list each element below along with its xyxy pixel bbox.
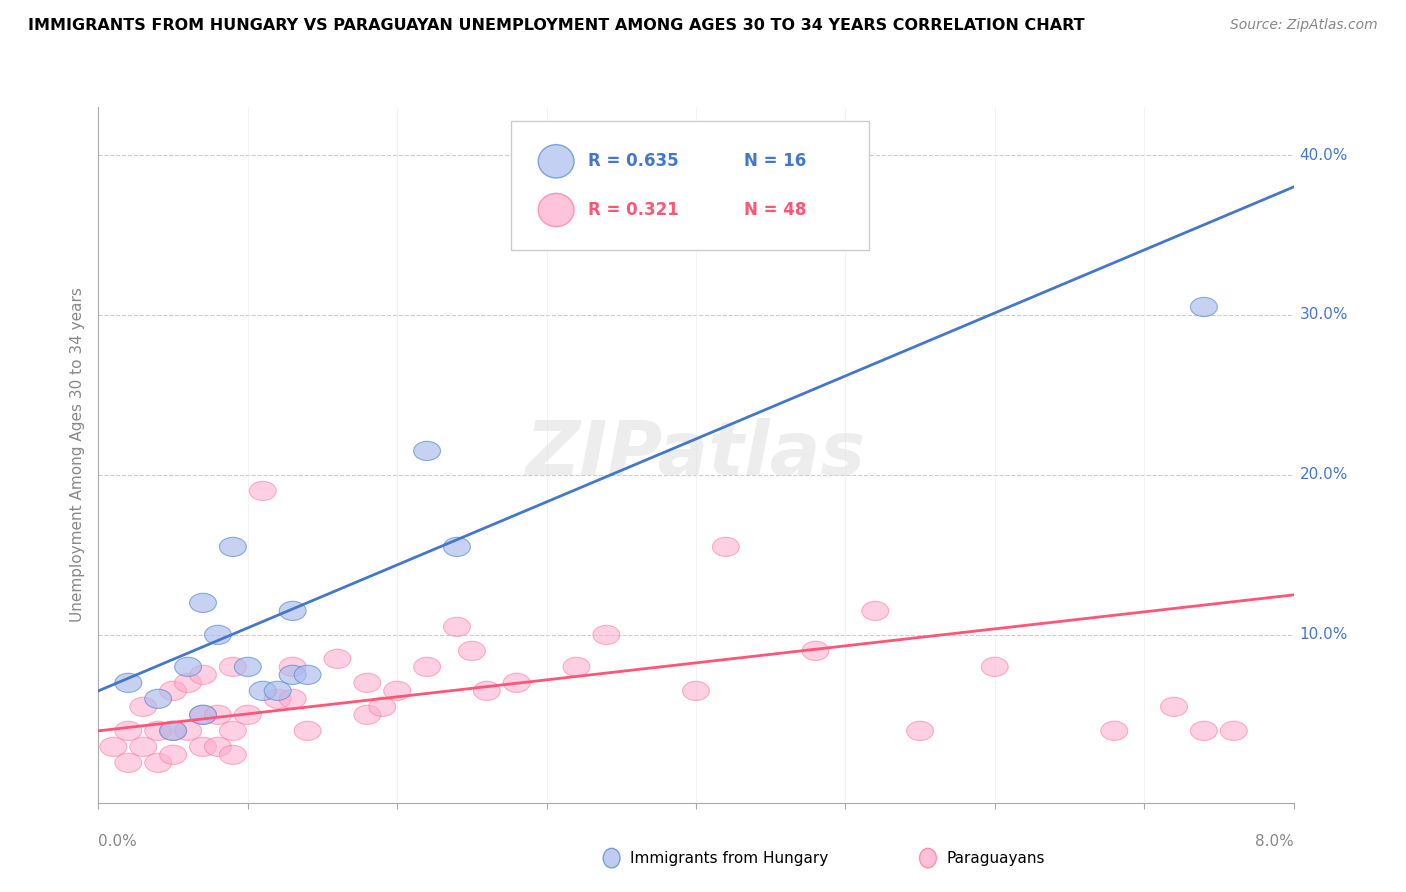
Ellipse shape (801, 641, 830, 660)
Ellipse shape (160, 681, 187, 700)
Ellipse shape (538, 145, 574, 178)
Ellipse shape (603, 848, 620, 868)
Text: ZIPatlas: ZIPatlas (526, 418, 866, 491)
Ellipse shape (129, 698, 156, 716)
Ellipse shape (862, 601, 889, 621)
Ellipse shape (204, 706, 232, 724)
Ellipse shape (354, 673, 381, 692)
Ellipse shape (384, 681, 411, 700)
Text: Source: ZipAtlas.com: Source: ZipAtlas.com (1230, 18, 1378, 32)
Ellipse shape (190, 706, 217, 724)
Ellipse shape (443, 537, 471, 557)
Ellipse shape (249, 482, 276, 500)
Ellipse shape (368, 698, 395, 716)
Ellipse shape (1160, 698, 1188, 716)
Ellipse shape (443, 617, 471, 637)
Ellipse shape (235, 706, 262, 724)
Ellipse shape (219, 745, 246, 764)
Ellipse shape (458, 641, 485, 660)
Text: Paraguayans: Paraguayans (946, 851, 1045, 865)
Ellipse shape (204, 625, 232, 644)
Ellipse shape (562, 657, 591, 676)
Text: IMMIGRANTS FROM HUNGARY VS PARAGUAYAN UNEMPLOYMENT AMONG AGES 30 TO 34 YEARS COR: IMMIGRANTS FROM HUNGARY VS PARAGUAYAN UN… (28, 18, 1085, 33)
Ellipse shape (174, 657, 201, 676)
Text: 0.0%: 0.0% (98, 834, 138, 849)
Ellipse shape (160, 722, 187, 740)
Ellipse shape (249, 681, 276, 700)
Ellipse shape (204, 737, 232, 756)
Ellipse shape (174, 673, 201, 692)
Ellipse shape (280, 690, 307, 708)
Ellipse shape (219, 657, 246, 676)
Ellipse shape (264, 690, 291, 708)
Text: R = 0.635: R = 0.635 (588, 153, 679, 170)
Ellipse shape (174, 722, 201, 740)
Ellipse shape (190, 665, 217, 684)
Ellipse shape (160, 745, 187, 764)
Ellipse shape (562, 210, 591, 228)
Ellipse shape (219, 722, 246, 740)
Ellipse shape (1101, 722, 1128, 740)
Ellipse shape (907, 722, 934, 740)
Ellipse shape (1191, 297, 1218, 317)
Ellipse shape (280, 657, 307, 676)
Ellipse shape (129, 737, 156, 756)
Ellipse shape (323, 649, 352, 668)
Ellipse shape (981, 657, 1008, 676)
Text: 20.0%: 20.0% (1299, 467, 1348, 483)
Ellipse shape (280, 665, 307, 684)
Text: 8.0%: 8.0% (1254, 834, 1294, 849)
Ellipse shape (294, 722, 321, 740)
Text: Immigrants from Hungary: Immigrants from Hungary (630, 851, 828, 865)
Ellipse shape (280, 601, 307, 621)
Ellipse shape (354, 706, 381, 724)
Ellipse shape (145, 753, 172, 772)
Y-axis label: Unemployment Among Ages 30 to 34 years: Unemployment Among Ages 30 to 34 years (70, 287, 86, 623)
Ellipse shape (294, 665, 321, 684)
Ellipse shape (413, 657, 440, 676)
Ellipse shape (235, 657, 262, 676)
Ellipse shape (190, 593, 217, 613)
Ellipse shape (219, 537, 246, 557)
Ellipse shape (145, 690, 172, 708)
Ellipse shape (115, 753, 142, 772)
Ellipse shape (115, 722, 142, 740)
Text: N = 16: N = 16 (744, 153, 806, 170)
Ellipse shape (145, 722, 172, 740)
Ellipse shape (115, 673, 142, 692)
Ellipse shape (160, 722, 187, 740)
Ellipse shape (100, 737, 127, 756)
Ellipse shape (1220, 722, 1247, 740)
Ellipse shape (503, 673, 530, 692)
Ellipse shape (538, 194, 574, 227)
Text: R = 0.321: R = 0.321 (588, 201, 679, 219)
Ellipse shape (190, 706, 217, 724)
Text: 40.0%: 40.0% (1299, 147, 1348, 162)
Ellipse shape (713, 537, 740, 557)
Ellipse shape (264, 681, 291, 700)
Text: N = 48: N = 48 (744, 201, 806, 219)
FancyBboxPatch shape (510, 121, 869, 250)
Ellipse shape (190, 737, 217, 756)
Ellipse shape (474, 681, 501, 700)
Ellipse shape (1191, 722, 1218, 740)
Text: 30.0%: 30.0% (1299, 308, 1348, 323)
Ellipse shape (920, 848, 936, 868)
Text: 10.0%: 10.0% (1299, 627, 1348, 642)
Ellipse shape (682, 681, 710, 700)
Ellipse shape (652, 178, 679, 196)
Ellipse shape (413, 442, 440, 460)
Ellipse shape (593, 625, 620, 644)
